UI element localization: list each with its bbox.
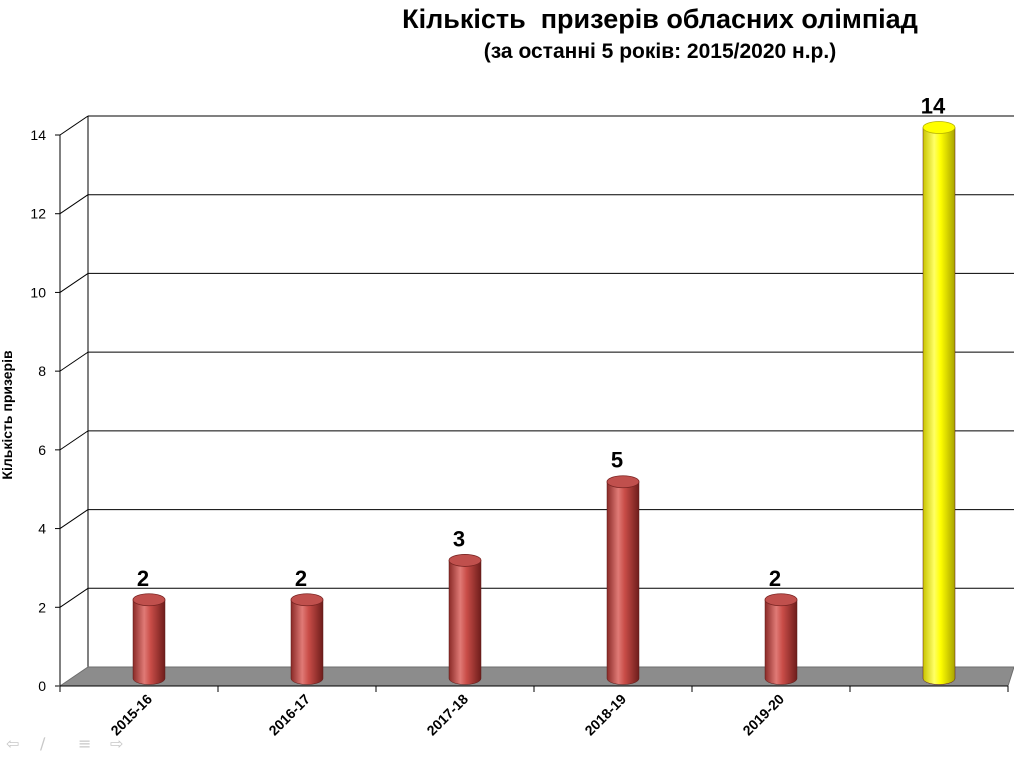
- bar-body: [132, 599, 166, 685]
- bar-cap: [290, 593, 324, 607]
- bar-cap: [132, 593, 166, 607]
- x-tick-label: 2019-20: [739, 691, 787, 739]
- bar-body: [606, 481, 640, 685]
- bar: [764, 593, 798, 685]
- bar-body: [764, 599, 798, 685]
- bar: [448, 554, 482, 685]
- bars: [132, 121, 956, 685]
- pen-icon[interactable]: ∕: [40, 734, 46, 753]
- data-label: 14: [921, 94, 946, 119]
- arrow-right-icon[interactable]: ⇨: [110, 734, 124, 753]
- y-tick-label: 6: [38, 442, 46, 458]
- y-tick-label: 10: [30, 284, 46, 300]
- data-label: 5: [611, 448, 623, 473]
- x-tick-label: 2016-17: [265, 691, 313, 739]
- x-tick-label: 2018-19: [581, 691, 629, 739]
- gridline-side: [59, 430, 89, 451]
- y-tick-label: 4: [38, 521, 46, 537]
- bar-cap: [448, 554, 482, 567]
- bar-cap: [922, 121, 956, 134]
- x-tick-label: 2017-18: [423, 691, 471, 739]
- data-label: 2: [769, 566, 781, 591]
- chart-title: Кількість призерів обласних олімпіад: [402, 4, 918, 34]
- bar: [606, 475, 640, 685]
- bar-cap: [606, 475, 640, 489]
- y-axis-title: Кількість призерів: [0, 350, 15, 480]
- bar-cap: [764, 593, 798, 607]
- chart-floor: [58, 666, 1014, 687]
- bar: [922, 121, 956, 685]
- bar-body: [448, 560, 482, 685]
- y-tick-label: 8: [38, 363, 46, 379]
- bar: [290, 593, 324, 685]
- bar: [132, 593, 166, 685]
- gridline-side: [59, 194, 89, 215]
- y-tick-label: 12: [30, 206, 46, 222]
- gridline-side: [59, 115, 89, 136]
- data-label: 2: [137, 566, 149, 591]
- menu-icon[interactable]: ≡: [78, 734, 92, 753]
- gridline-side: [59, 587, 89, 608]
- bar-body: [290, 599, 324, 685]
- x-tick-label: 2015-16: [107, 691, 155, 739]
- y-tick-label: 2: [38, 599, 46, 615]
- bar-body: [922, 127, 956, 685]
- chart-subtitle: (за останні 5 років: 2015/2020 н.р.): [483, 40, 837, 63]
- slide-navigation: ⇦ ∕ ≡ ⇨: [6, 734, 132, 756]
- y-tick-label: 14: [30, 127, 46, 143]
- data-label: 2: [295, 566, 307, 591]
- data-label: 3: [453, 526, 465, 551]
- gridline-side: [59, 273, 89, 293]
- labels: 2 2015-16 2 2016-17 3 2017-18 5 2018-19 2 2019-20…: [107, 94, 946, 739]
- arrow-left-icon[interactable]: ⇦: [6, 734, 20, 753]
- gridline-side: [59, 509, 89, 529]
- y-tick-label: 0: [38, 678, 46, 694]
- gridline-side: [59, 351, 89, 372]
